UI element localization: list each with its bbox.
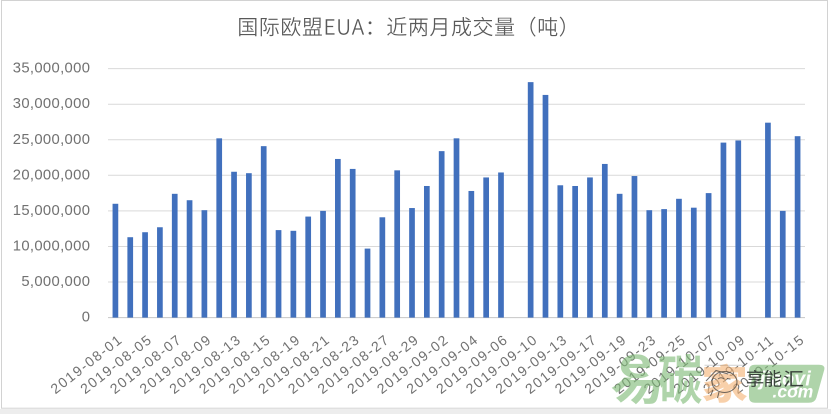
svg-text:20,000,000: 20,000,000 <box>13 167 91 183</box>
svg-text:.com: .com <box>773 381 814 401</box>
svg-text:10,000,000: 10,000,000 <box>13 239 91 255</box>
svg-text:30,000,000: 30,000,000 <box>13 96 91 112</box>
svg-text:0: 0 <box>82 310 91 326</box>
svg-text:5,000,000: 5,000,000 <box>21 274 90 290</box>
svg-text:35,000,000: 35,000,000 <box>13 61 91 77</box>
svg-text:15,000,000: 15,000,000 <box>13 203 91 219</box>
svg-text:25,000,000: 25,000,000 <box>13 132 91 148</box>
